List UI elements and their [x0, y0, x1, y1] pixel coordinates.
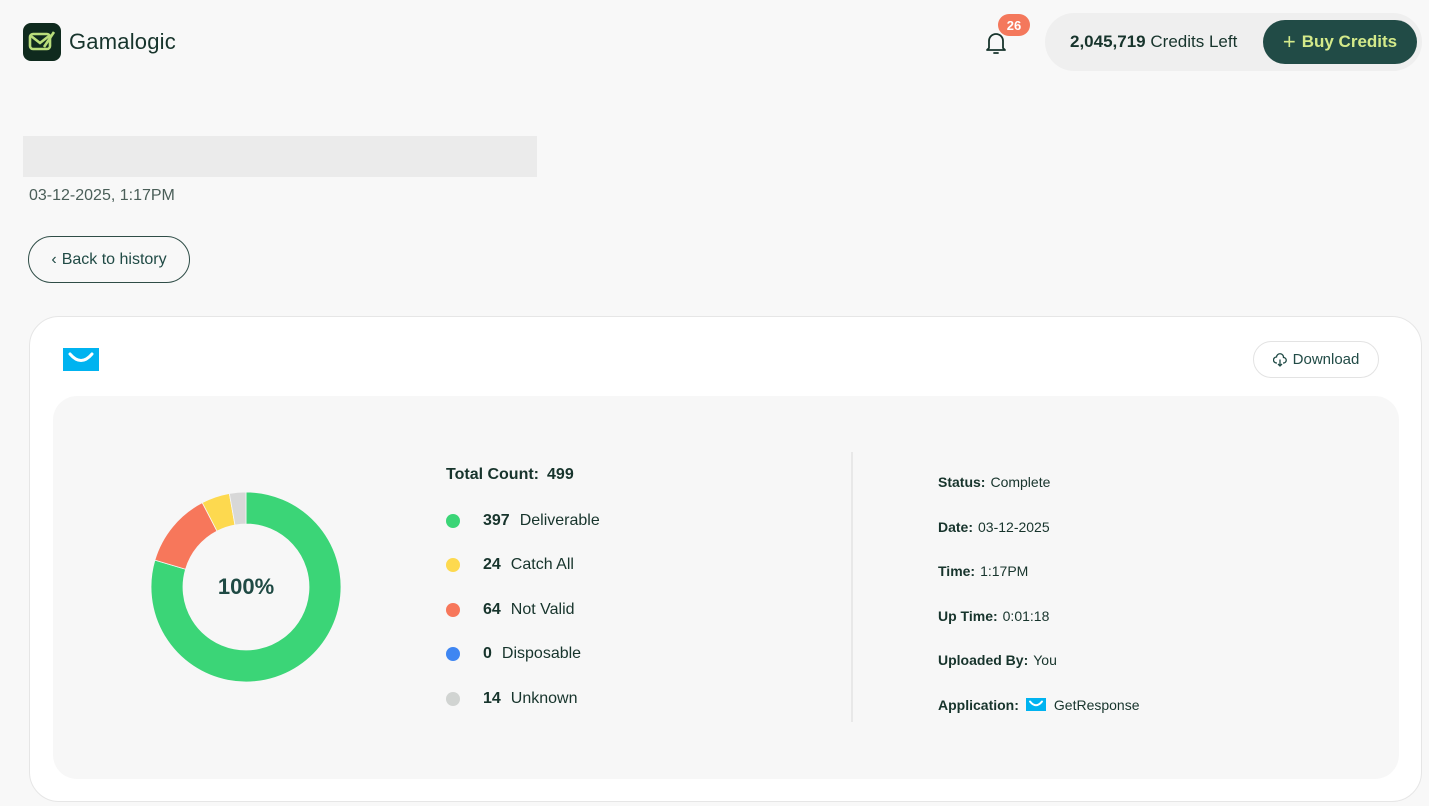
- detail-value: 0:01:18: [1002, 607, 1050, 624]
- detail-value: 1:17PM: [980, 563, 1029, 579]
- result-card: Download 100% Total Count: 499 397 Delive…: [29, 316, 1422, 802]
- bell-icon: [986, 33, 1006, 54]
- brand-logo[interactable]: Gamalogic: [23, 23, 176, 61]
- credits-amount: 2,045,719: [1070, 32, 1146, 51]
- credits-panel: 2,045,719 Credits Left + Buy Credits: [1045, 13, 1422, 71]
- legend-label: Not Valid: [510, 600, 575, 618]
- total-count-label: Total Count:: [446, 466, 540, 483]
- credits-suffix: Credits Left: [1150, 32, 1238, 51]
- legend-count: 64: [483, 600, 501, 618]
- total-count-value: 499: [547, 466, 574, 483]
- detail-value: 03-12-2025: [978, 518, 1050, 535]
- legend-label: Unknown: [510, 689, 578, 707]
- job-details: Status: Complete Date: 03-12-2025 Time: …: [938, 473, 1140, 740]
- chevron-left-icon: ‹: [51, 250, 57, 268]
- cloud-download-icon: [1272, 352, 1287, 367]
- unknown-dot-icon: [446, 691, 460, 706]
- legend-count: 0: [483, 645, 492, 662]
- donut-center-label: 100%: [217, 574, 275, 599]
- legend-item-deliverable: 397 Deliverable: [446, 511, 600, 531]
- detail-label: Time:: [938, 563, 976, 579]
- detail-time: Time: 1:17PM: [938, 562, 1140, 580]
- detail-label: Status:: [938, 474, 986, 490]
- legend-count: 24: [483, 556, 501, 573]
- getresponse-icon: [1025, 698, 1046, 711]
- buy-credits-label: Buy Credits: [1301, 32, 1398, 51]
- results-donut-chart: [150, 491, 342, 683]
- download-label: Download: [1292, 351, 1360, 368]
- detail-label: Uploaded By:: [938, 652, 1029, 668]
- detail-uploaded-by: Uploaded By: You: [938, 651, 1140, 669]
- credits-left: 2,045,719 Credits Left: [1070, 32, 1237, 52]
- legend-label: Disposable: [501, 645, 582, 662]
- legend-label: Catch All: [510, 556, 574, 573]
- total-count: Total Count: 499: [446, 466, 600, 486]
- donut-segment-deliverable: [150, 491, 342, 683]
- chart-legend: Total Count: 499 397 Deliverable 24 Catch…: [446, 466, 600, 709]
- detail-value: GetResponse: [1053, 696, 1140, 713]
- notifications-button[interactable]: [984, 30, 1008, 56]
- detail-application: Application: GetResponse: [938, 696, 1140, 714]
- deliverable-dot-icon: [446, 513, 460, 528]
- detail-date: Date: 03-12-2025: [938, 518, 1140, 536]
- plus-icon: +: [1282, 29, 1296, 54]
- legend-item-disposable: 0 Disposable: [446, 644, 600, 664]
- legend-item-unknown: 14 Unknown: [446, 689, 600, 709]
- legend-item-not-valid: 64 Not Valid: [446, 600, 600, 620]
- detail-label: Date:: [938, 518, 974, 535]
- disposable-dot-icon: [446, 647, 460, 661]
- catch-all-dot-icon: [446, 558, 460, 572]
- detail-value: You: [1033, 652, 1057, 668]
- summary-panel: 100% Total Count: 499 397 Deliverable 24 …: [53, 396, 1399, 779]
- detail-status: Status: Complete: [938, 473, 1140, 491]
- vertical-divider: [851, 452, 853, 722]
- detail-uptime: Up Time: 0:01:18: [938, 607, 1140, 625]
- legend-count: 397: [483, 511, 510, 529]
- back-to-history-label: Back to history: [61, 250, 167, 268]
- buy-credits-button[interactable]: + Buy Credits: [1263, 20, 1417, 64]
- not-valid-dot-icon: [446, 602, 460, 617]
- getresponse-logo-icon: [63, 348, 99, 371]
- notifications-badge: 26: [998, 14, 1030, 36]
- download-button[interactable]: Download: [1253, 341, 1379, 378]
- back-to-history-button[interactable]: ‹ Back to history: [28, 236, 190, 283]
- detail-label: Application:: [938, 696, 1019, 713]
- page-title-placeholder: [23, 136, 537, 177]
- legend-count: 14: [483, 689, 501, 707]
- gamalogic-logo-icon: [23, 23, 61, 61]
- legend-item-catch-all: 24 Catch All: [446, 555, 600, 575]
- detail-value: Complete: [990, 474, 1051, 490]
- legend-label: Deliverable: [519, 511, 600, 529]
- brand-name: Gamalogic: [69, 29, 176, 54]
- page-datetime: 03-12-2025, 1:17PM: [29, 187, 175, 204]
- donut-segment-unknown: [228, 491, 247, 526]
- detail-label: Up Time:: [938, 607, 998, 624]
